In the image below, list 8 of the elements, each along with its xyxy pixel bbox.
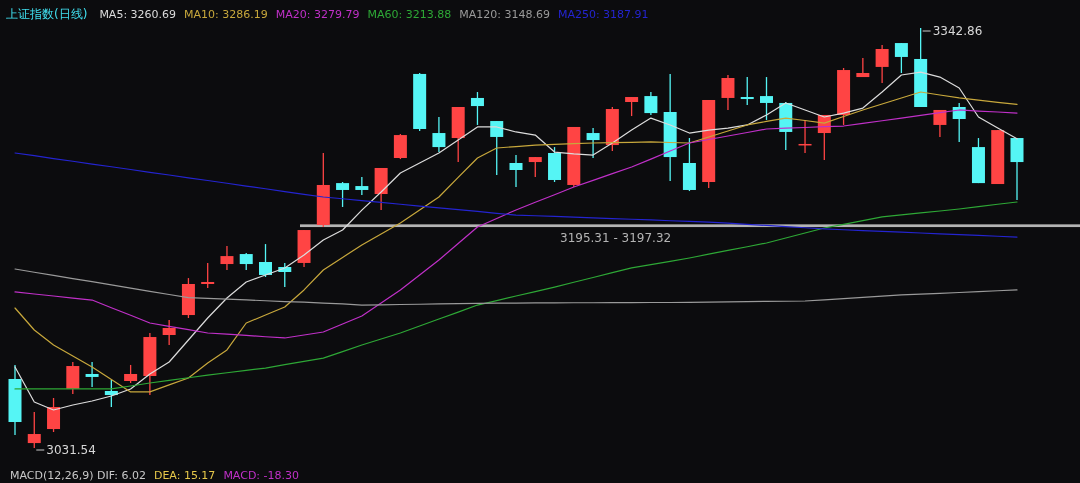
text: MACD(12,26,9) DIF: 6.02 [10,469,146,482]
band-label: 3195.31 - 3197.32 [560,231,672,246]
chart-title: 上证指数(日线) [6,7,88,21]
annotation: 3342.86 [932,24,983,38]
text: DEA: 15.17 [153,469,216,482]
legend: MA5: 3260.69 MA10: 3286.19 MA20: 3279.79 MA60: 3213.88 MA120: 3148.69 MA250: 3187.91 [99,8,649,21]
text: MACD: -18.30 [223,469,300,482]
annotation: 3031.54 [46,443,96,457]
